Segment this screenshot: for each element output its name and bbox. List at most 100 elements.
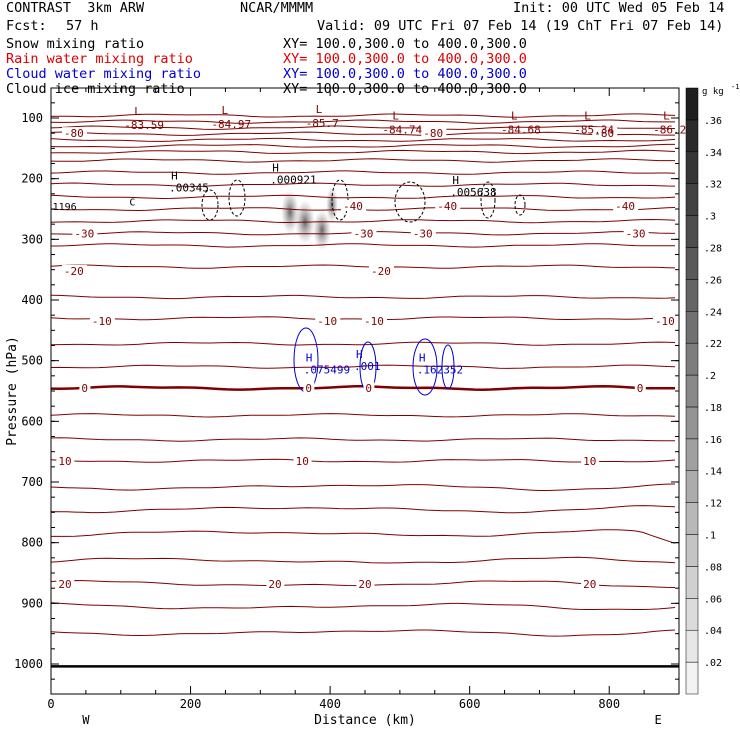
- colorbar-segment: [685, 183, 699, 216]
- init-time: Init: 00 UTC Wed 05 Feb 14: [513, 0, 725, 16]
- low-value-label: -85.34: [574, 123, 614, 136]
- isotherm-line: [50, 341, 676, 346]
- isotherm-label: -30: [74, 227, 94, 240]
- y-tick-label: 400: [21, 293, 43, 307]
- high-marker: H: [306, 352, 313, 365]
- isotherm-line: [50, 505, 676, 514]
- label-knockout: [623, 227, 649, 239]
- colorbar: .02 .04 .06 .08 .1 .12 .14 .16 .18 .2 .22 .24 .26 .28…: [685, 83, 739, 695]
- snow-contour: [228, 179, 246, 217]
- edge-label: 1196: [53, 202, 77, 213]
- colorbar-tick-label: .16: [704, 435, 722, 446]
- colorbar-segment: [685, 661, 699, 695]
- field-name-cloud-ice: Cloud ice mixing ratio: [6, 81, 185, 97]
- low-marker: L: [584, 109, 591, 122]
- x-end-label-west: W: [82, 713, 90, 727]
- x-tick-label: 400: [319, 697, 341, 711]
- isotherm-label: -10: [317, 315, 337, 328]
- low-marker: L: [316, 103, 323, 116]
- colorbar-tick-label: .1: [704, 531, 716, 542]
- label-knockout: [56, 454, 75, 466]
- colorbar-segment: [685, 598, 699, 631]
- label-knockout: [592, 127, 618, 139]
- low-value-label: -84.74: [382, 123, 422, 136]
- y-tick-label: 100: [21, 111, 43, 125]
- isotherm-line: [50, 437, 676, 442]
- colorbar-segment: [685, 87, 699, 121]
- y-tick-label: 300: [21, 232, 43, 246]
- isotherm-line: [50, 137, 676, 142]
- y-tick-label: 900: [21, 596, 43, 610]
- x-tick-label: 600: [459, 697, 481, 711]
- colorbar-unit: g kg: [702, 87, 724, 97]
- snow-contour: [480, 181, 496, 219]
- isotherm-line: [50, 143, 675, 148]
- high-value-label: .005638: [450, 186, 496, 199]
- cloud-water-contour: [441, 344, 455, 390]
- colorbar-tick-label: .2: [704, 371, 716, 382]
- isotherm-line: [50, 113, 676, 118]
- colorbar-segment: [685, 311, 699, 344]
- label-knockout: [613, 199, 639, 211]
- label-knockout: [421, 127, 447, 139]
- isotherm-label: -30: [354, 227, 374, 240]
- isotherm-label: -80: [423, 127, 443, 140]
- isotherm-label: -10: [92, 315, 112, 328]
- isotherm-line: [50, 602, 676, 610]
- colorbar-segment: [685, 151, 699, 184]
- colorbar-tick-label: .08: [704, 562, 722, 573]
- high-marker: H: [272, 162, 279, 175]
- isotherm-line: [50, 170, 676, 175]
- x-tick-label: 800: [598, 697, 620, 711]
- colorbar-tick-label: .12: [704, 499, 722, 510]
- label-knockout: [293, 454, 312, 466]
- colorbar-segment: [685, 247, 699, 280]
- y-tick-label: 1000: [14, 657, 43, 671]
- isotherm-line: [50, 629, 676, 637]
- isotherm-label: 0: [365, 382, 372, 395]
- high-value-label: .162352: [417, 364, 463, 377]
- low-marker: L: [663, 109, 670, 122]
- colorbar-tick-label: .24: [704, 307, 722, 318]
- label-knockout: [79, 381, 91, 393]
- isotherm-label: -40: [343, 200, 363, 213]
- colorbar-segment: [685, 342, 699, 376]
- y-tick-label: 600: [21, 414, 43, 428]
- high-marker: H: [356, 348, 363, 361]
- label-knockout: [341, 199, 367, 211]
- label-knockout: [61, 127, 87, 139]
- low-marker: L: [511, 109, 518, 122]
- x-axis-label: Distance (km): [314, 713, 416, 728]
- colorbar-tick-label: .28: [704, 243, 722, 254]
- label-knockout: [363, 381, 375, 393]
- isotherm-label: 20: [358, 578, 371, 591]
- colorbar-tick-label: .02: [704, 658, 722, 669]
- isotherm-label: 0: [305, 382, 312, 395]
- label-knockout: [303, 381, 315, 393]
- colorbar-segment: [685, 534, 699, 567]
- isotherm-label: 20: [58, 578, 71, 591]
- isotherm-line: [50, 364, 676, 369]
- isotherm-label: 10: [58, 455, 71, 468]
- colorbar-tick-label: .22: [704, 339, 722, 350]
- cloud-water-contour: [412, 338, 438, 396]
- low-marker: L: [221, 104, 228, 117]
- colorbar-segment: [685, 279, 699, 312]
- isotherm-line: [50, 125, 676, 130]
- label-knockout: [410, 227, 436, 239]
- colorbar-segment: [685, 502, 699, 535]
- temperature-contour-layer: [50, 113, 676, 637]
- label-knockout: [72, 227, 98, 239]
- isotherm-line: [50, 149, 676, 155]
- isotherm-line: [50, 194, 676, 200]
- edge-label: C: [129, 198, 135, 209]
- isotherm-label: 10: [583, 455, 596, 468]
- label-knockout: [61, 264, 87, 276]
- isotherm-line: [50, 119, 675, 124]
- isotherm-line: [50, 264, 676, 269]
- isotherm-line: [51, 243, 676, 248]
- isotherm-line: [50, 131, 675, 136]
- isotherm-line: [50, 458, 676, 463]
- y-tick-label: 800: [21, 536, 43, 550]
